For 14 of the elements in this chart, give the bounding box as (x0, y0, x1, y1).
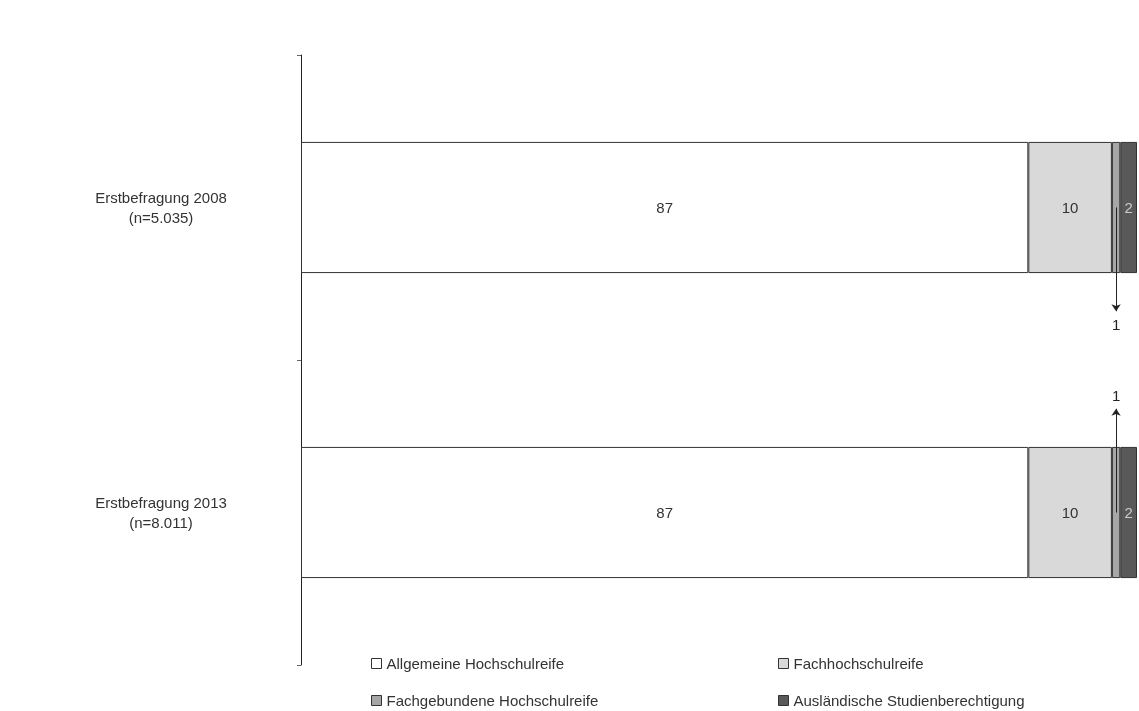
annotation: 1 (1111, 386, 1121, 404)
data-label: 87 (656, 199, 673, 216)
legend-label: Fachhochschulreife (793, 655, 924, 672)
legend-label: Allgemeine Hochschulreife (386, 655, 565, 672)
y-tick-label: Erstbefragung 2013 (n=8.011) (95, 494, 227, 531)
legend-label: Fachgebundene Hochschulreife (386, 692, 599, 709)
legend-label: Ausländische Studienberechtigung (793, 692, 1025, 709)
data-label: 10 (1061, 504, 1079, 521)
data-label: 2 (1124, 199, 1133, 216)
annotation: 1 (1111, 316, 1121, 334)
data-label: 87 (656, 504, 673, 521)
y-tick-label: Erstbefragung 2008 (n=5.035) (95, 189, 227, 226)
data-label: 10 (1061, 199, 1079, 216)
data-label: 2 (1124, 504, 1133, 521)
